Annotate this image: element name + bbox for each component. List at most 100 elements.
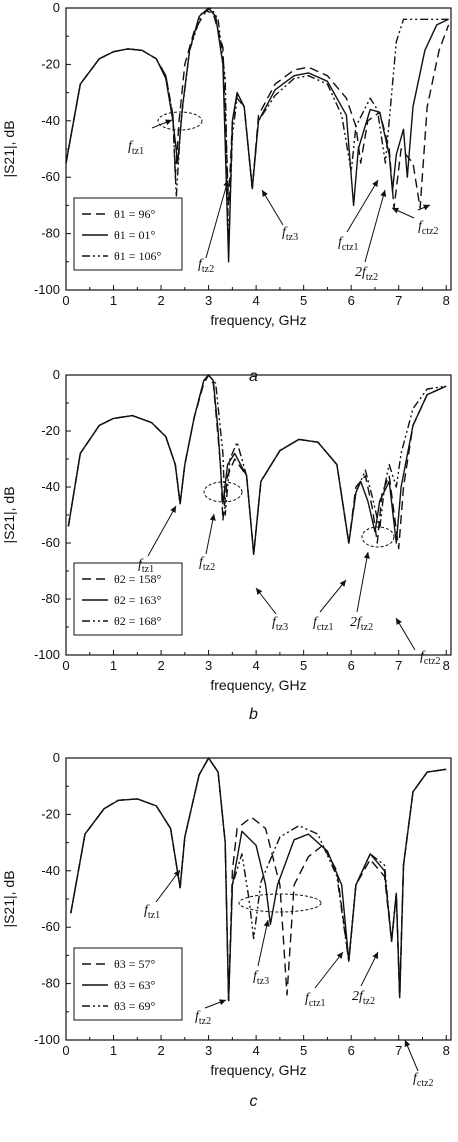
annotation-label: fctz1 — [338, 235, 359, 253]
annotation-arrow — [261, 189, 284, 226]
highlight-ellipse — [238, 893, 322, 913]
annotation-arrowhead — [223, 180, 230, 187]
y-axis-title: |S21|, dB — [1, 486, 17, 543]
annotation-arrow — [364, 189, 386, 263]
annotation-label: ftz2 — [199, 555, 215, 573]
y-axis-title: |S21|, dB — [1, 120, 17, 177]
legend-box — [73, 197, 183, 271]
x-tick-label: 3 — [205, 293, 212, 308]
y-tick-label: -20 — [41, 423, 60, 438]
x-tick-label: 0 — [62, 1043, 69, 1058]
annotation-label: ftz3 — [272, 615, 288, 633]
legend-label: θ1 = 106° — [114, 249, 162, 263]
legend-label: θ1 = 01° — [114, 228, 156, 242]
y-tick-label: -100 — [34, 1032, 60, 1047]
panel-letter: b — [249, 706, 258, 723]
annotation-arrowhead — [336, 952, 343, 959]
series-line-3 — [70, 757, 447, 1002]
annotation-label: 2ftz2 — [350, 615, 373, 633]
annotation-arrowhead — [256, 588, 263, 595]
annotation-label: ftz1 — [138, 557, 154, 575]
y-tick-label: -40 — [41, 113, 60, 128]
annotation-label: ftz3 — [253, 969, 269, 987]
legend-label: θ1 = 96° — [114, 207, 156, 221]
legend-box — [73, 947, 183, 1021]
annotation-label: fctz2 — [418, 219, 439, 237]
x-tick-label: 1 — [110, 1043, 117, 1058]
annotation-label: ftz1 — [128, 139, 144, 157]
y-tick-label: 0 — [53, 0, 60, 15]
annotation-arrowhead — [262, 190, 268, 197]
y-tick-label: 0 — [53, 367, 60, 382]
annotation-arrowhead — [372, 180, 378, 187]
legend-label: θ2 = 168° — [114, 614, 162, 628]
legend-label: θ3 = 69° — [114, 999, 156, 1013]
x-axis-title: frequency, GHz — [210, 312, 306, 328]
x-tick-label: 3 — [205, 1043, 212, 1058]
annotation-arrow — [205, 179, 229, 259]
y-tick-label: 0 — [53, 750, 60, 765]
y-tick-label: -100 — [34, 647, 60, 662]
x-tick-label: 0 — [62, 293, 69, 308]
x-axis-title: frequency, GHz — [210, 677, 306, 693]
y-tick-label: -60 — [41, 535, 60, 550]
annotation-arrowhead — [209, 514, 216, 521]
annotation-label: fctz1 — [305, 991, 326, 1009]
y-tick-label: -40 — [41, 863, 60, 878]
y-tick-label: -80 — [41, 591, 60, 606]
annotation-label: fctz2 — [420, 649, 441, 667]
y-tick-label: -20 — [41, 806, 60, 821]
highlight-ellipse — [157, 111, 203, 131]
x-tick-label: 5 — [300, 293, 307, 308]
x-tick-label: 8 — [443, 1043, 450, 1058]
legend-label: θ3 = 63° — [114, 978, 156, 992]
x-tick-label: 2 — [157, 293, 164, 308]
annotation-label: ftz1 — [144, 903, 160, 921]
annotation-arrowhead — [339, 580, 346, 587]
annotation-arrow — [147, 505, 177, 557]
x-tick-label: 2 — [157, 1043, 164, 1058]
x-tick-label: 4 — [253, 293, 260, 308]
x-tick-label: 6 — [348, 658, 355, 673]
x-axis-title: frequency, GHz — [210, 1062, 306, 1078]
annotation-label: 2ftz2 — [355, 265, 378, 283]
y-tick-label: -20 — [41, 56, 60, 71]
annotation-arrow — [257, 919, 269, 967]
annotation-arrowhead — [392, 207, 399, 214]
annotation-arrowhead — [423, 204, 430, 211]
annotation-arrow — [356, 551, 369, 613]
y-tick-label: -60 — [41, 919, 60, 934]
annotation-arrow — [314, 951, 344, 989]
x-tick-label: 8 — [443, 293, 450, 308]
x-tick-label: 2 — [157, 658, 164, 673]
x-tick-label: 1 — [110, 293, 117, 308]
annotation-arrow — [319, 579, 347, 613]
x-tick-label: 3 — [205, 658, 212, 673]
x-tick-label: 7 — [395, 1043, 402, 1058]
y-tick-label: -60 — [41, 169, 60, 184]
annotation-arrowhead — [173, 870, 180, 877]
x-tick-label: 8 — [443, 658, 450, 673]
annotation-label: ftz2 — [195, 1009, 211, 1027]
annotation-arrowhead — [380, 190, 387, 197]
series-line-3 — [67, 374, 447, 555]
x-tick-label: 7 — [395, 293, 402, 308]
panel-letter: a — [249, 368, 258, 385]
x-tick-label: 0 — [62, 658, 69, 673]
annotation-label: 2ftz2 — [352, 989, 375, 1007]
x-tick-label: 4 — [253, 658, 260, 673]
y-tick-label: -40 — [41, 479, 60, 494]
x-tick-label: 1 — [110, 658, 117, 673]
y-tick-label: -80 — [41, 226, 60, 241]
annotation-label: fctz2 — [413, 1071, 434, 1089]
annotation-arrow — [346, 179, 379, 233]
x-tick-label: 5 — [300, 1043, 307, 1058]
annotation-arrowhead — [170, 506, 176, 513]
annotation-arrow — [205, 513, 215, 555]
annotation-label: ftz3 — [282, 225, 298, 243]
highlight-ellipse — [203, 481, 243, 503]
